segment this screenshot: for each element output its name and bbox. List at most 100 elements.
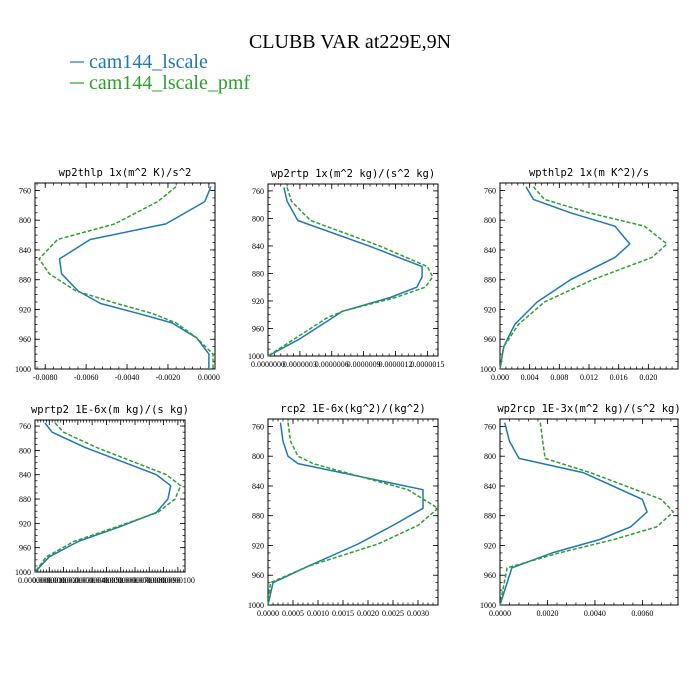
x-tick-label: 0.0010 xyxy=(307,609,329,618)
y-tick-label: 800 xyxy=(484,216,496,225)
panel-4: wprtp2 1E-6x(m kg)/(s kg)760 800 840 880 920… xyxy=(15,404,195,585)
series-line-lscale-pmf xyxy=(38,186,214,369)
x-tick-label: 0.0000009 xyxy=(347,360,381,369)
panel-title: wp2rtp 1x(m^2 kg)/(s^2 kg) xyxy=(271,168,435,180)
panel-title: wprtp2 1E-6x(m kg)/(s kg) xyxy=(31,404,189,416)
y-tick-label: 960 xyxy=(19,544,31,553)
series-line-lscale xyxy=(499,422,648,606)
x-tick-label: 0.0000090 xyxy=(147,576,181,585)
x-tick-label: 0.0000080 xyxy=(132,576,166,585)
y-tick-label: 880 xyxy=(484,276,496,285)
y-tick-label: 840 xyxy=(19,471,31,480)
panel-title: wpthlp2 1x(m K^2)/s xyxy=(529,167,649,179)
y-tick-label: 880 xyxy=(19,495,31,504)
series-line-lscale xyxy=(34,422,172,573)
panel-1: wp2thlp 1x(m^2 K)/s^2 760 800 840 880 920 960 1… xyxy=(15,167,220,382)
y-tick-label: 960 xyxy=(252,571,264,580)
x-tick-label: 0.0000070 xyxy=(118,576,152,585)
series-line-lscale-pmf xyxy=(499,186,668,370)
plot-frame xyxy=(499,182,679,370)
panel-6: wp2rcp 1E-3x(m^2 kg)/(s^2 kg)760 800 840 88… xyxy=(480,403,681,618)
legend: cam144_lscale cam144_lscale_pmf xyxy=(70,51,250,94)
x-tick-label: 0.0000 xyxy=(198,373,220,382)
y-tick-label: 1000 xyxy=(480,601,496,610)
y-tick-label: 840 xyxy=(484,246,496,255)
x-tick-label: -0.0080 xyxy=(33,373,58,382)
x-tick-label: 0.000 xyxy=(491,373,509,382)
legend-label-pmf: cam144_lscale_pmf xyxy=(89,72,250,94)
x-tick-label: 0.0000015 xyxy=(410,360,444,369)
panel-2: wp2rtp 1x(m^2 kg)/(s^2 kg) 760 800 840 880 92… xyxy=(248,168,444,369)
y-tick-label: 800 xyxy=(19,216,31,225)
y-tick-label: 760 xyxy=(484,422,496,431)
y-tick-label: 1000 xyxy=(15,365,31,374)
series-line-lscale xyxy=(267,422,424,606)
y-tick-label: 760 xyxy=(252,187,264,196)
series-line-lscale-pmf xyxy=(34,422,182,573)
panel-title: rcp2 1E-6x(kg^2)/(kg^2) xyxy=(280,403,425,415)
x-tick-label: 0.020 xyxy=(639,373,657,382)
panel-title: wp2rcp 1E-3x(m^2 kg)/(s^2 kg) xyxy=(497,403,680,415)
y-tick-label: 880 xyxy=(252,269,264,278)
x-tick-label: 0.0000000 xyxy=(18,576,52,585)
x-tick-label: 0.004 xyxy=(521,373,539,382)
y-tick-label: 840 xyxy=(484,482,496,491)
y-tick-label: 920 xyxy=(252,541,264,550)
y-tick-label: 960 xyxy=(252,324,264,333)
x-tick-label: 0.0000040 xyxy=(75,576,109,585)
x-tick-label: 0.0060 xyxy=(631,609,653,618)
x-tick-label: 0.0000030 xyxy=(61,576,95,585)
y-tick-label: 1000 xyxy=(15,568,31,577)
y-tick-label: 760 xyxy=(19,422,31,431)
x-tick-label: 0.0000003 xyxy=(283,360,317,369)
y-tick-label: 840 xyxy=(252,242,264,251)
y-tick-label: 920 xyxy=(484,541,496,550)
x-tick-label: -0.0040 xyxy=(115,373,140,382)
x-tick-label: 0.0000006 xyxy=(315,360,349,369)
y-tick-label: 800 xyxy=(252,214,264,223)
panel-title: wp2thlp 1x(m^2 K)/s^2 xyxy=(59,167,192,179)
y-tick-label: 760 xyxy=(19,186,31,195)
x-tick-label: 0.0025 xyxy=(382,609,404,618)
y-tick-label: 840 xyxy=(19,246,31,255)
figure-title: CLUBB VAR at229E,9N xyxy=(249,31,451,53)
y-tick-label: 1000 xyxy=(248,601,264,610)
panel-3: wpthlp2 1x(m K^2)/s 760 800 840 880 920 960 100… xyxy=(480,167,679,382)
y-tick-label: 1000 xyxy=(248,352,264,361)
y-tick-label: 800 xyxy=(484,452,496,461)
x-tick-label: 0.0000 xyxy=(489,609,511,618)
x-tick-label: 0.0020 xyxy=(536,609,558,618)
x-tick-label: 0.0020 xyxy=(357,609,379,618)
x-tick-label: 0.016 xyxy=(610,373,628,382)
plot-frame xyxy=(267,183,439,357)
x-tick-label: -0.0020 xyxy=(156,373,181,382)
x-tick-label: 0.0030 xyxy=(407,609,429,618)
x-tick-label: 0.0000050 xyxy=(89,576,123,585)
y-tick-label: 960 xyxy=(484,335,496,344)
series-line-lscale-pmf xyxy=(267,187,434,357)
x-tick-label: 0.0000020 xyxy=(47,576,81,585)
y-tick-label: 800 xyxy=(19,446,31,455)
x-tick-label: 0.0000000 xyxy=(251,360,285,369)
y-tick-label: 760 xyxy=(252,422,264,431)
y-tick-label: 1000 xyxy=(480,365,496,374)
y-tick-label: 880 xyxy=(484,512,496,521)
x-tick-label: 0.012 xyxy=(580,373,598,382)
y-tick-label: 920 xyxy=(484,305,496,314)
y-tick-label: 920 xyxy=(19,519,31,528)
x-tick-label: 0.0000010 xyxy=(32,576,66,585)
y-tick-label: 800 xyxy=(252,452,264,461)
y-tick-label: 960 xyxy=(19,335,31,344)
y-tick-label: 880 xyxy=(252,512,264,521)
x-tick-label: 0.0000060 xyxy=(104,576,138,585)
x-tick-label: -0.0060 xyxy=(74,373,99,382)
y-tick-label: 920 xyxy=(19,305,31,314)
panels: wp2thlp 1x(m^2 K)/s^2 760 800 840 880 920 960 1… xyxy=(15,167,681,618)
plot-frame xyxy=(34,182,216,370)
x-tick-label: 0.0015 xyxy=(332,609,354,618)
x-tick-label: 0.0000 xyxy=(257,609,279,618)
series-line-lscale xyxy=(499,186,631,370)
series-line-lscale-pmf xyxy=(499,422,675,606)
y-tick-label: 840 xyxy=(252,482,264,491)
